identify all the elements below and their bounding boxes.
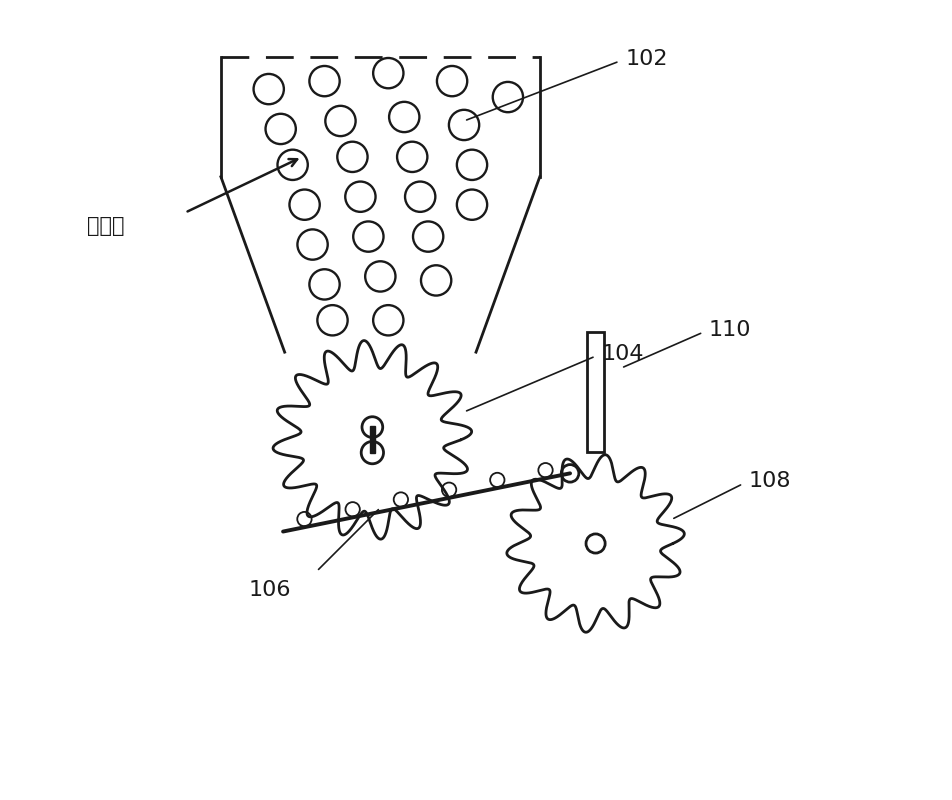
Text: 110: 110: [709, 320, 751, 340]
Text: 山核桃: 山核桃: [87, 216, 125, 236]
Bar: [369, 426, 375, 454]
Text: 104: 104: [602, 344, 645, 364]
Text: 108: 108: [748, 471, 791, 491]
Bar: [586, 332, 605, 452]
Text: 102: 102: [625, 49, 668, 69]
Text: 106: 106: [248, 580, 291, 600]
